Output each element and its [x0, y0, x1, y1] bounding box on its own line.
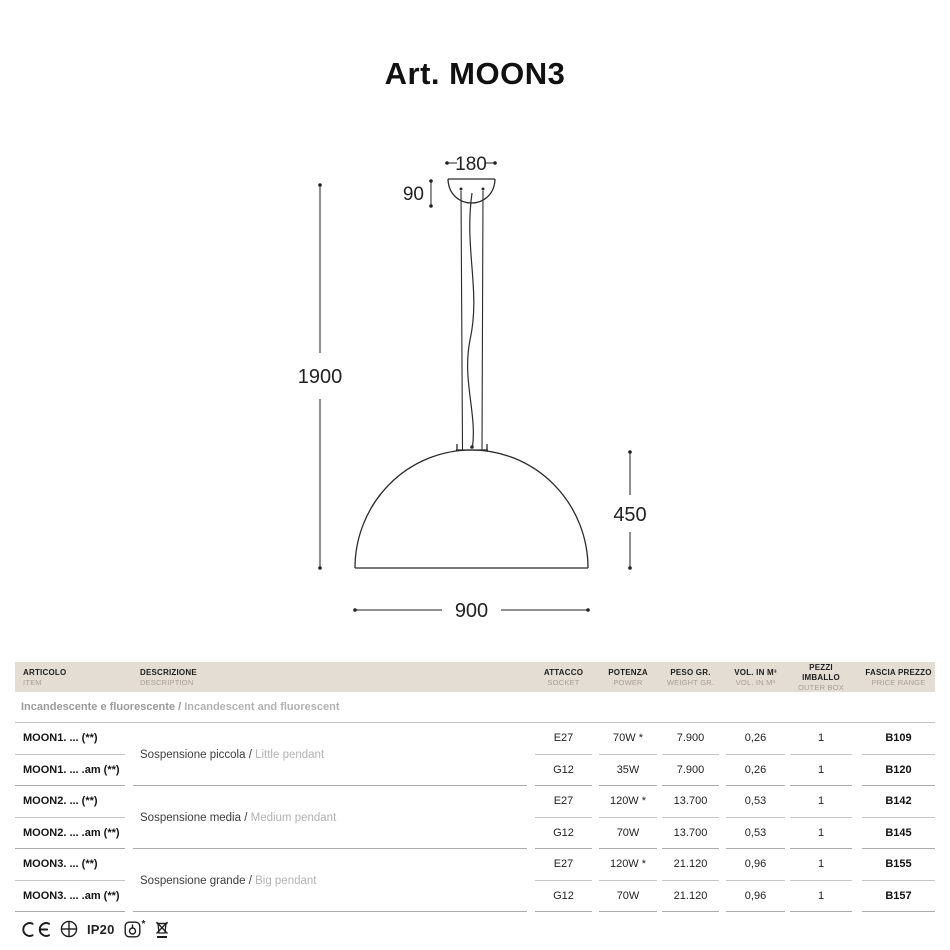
ip-rating-label: IP20 [87, 921, 115, 937]
volume-value: 0,53 [744, 826, 767, 839]
table-row: MOON1. ... .am (**) G12 35W 7.900 0,26 1… [15, 755, 935, 786]
class-earth-icon [60, 920, 78, 938]
table-row: MOON3. ... .am (**) G12 70W 21.120 0,96 … [15, 881, 935, 912]
header-attacco: ATTACCO SOCKET [543, 667, 584, 687]
table-group-moon1: MOON1. ... (**) E27 70W * 7.900 0,26 1 B… [15, 723, 935, 786]
dome-shade [354, 449, 589, 569]
price-range-value: B155 [885, 858, 912, 871]
spec-table: ARTICOLO ITEM DESCRIZIONE DESCRIPTION AT… [15, 662, 935, 912]
pendant-lamp-diagram: 180 90 [298, 154, 647, 622]
pieces-value: 1 [817, 889, 825, 902]
power-value: 35W [616, 763, 640, 776]
technical-drawing: 180 90 [280, 135, 680, 635]
socket-value: E27 [553, 732, 574, 745]
socket-value: G12 [553, 763, 574, 776]
weight-value: 7.900 [676, 763, 705, 776]
pieces-value: 1 [817, 763, 825, 776]
dim-suspension-length [318, 183, 322, 570]
weight-value: 7.900 [676, 732, 705, 745]
article-code: MOON2. ... (**) [23, 795, 98, 808]
article-code: MOON3. ... (**) [23, 858, 98, 871]
dim-label-180: 180 [455, 154, 487, 175]
header-potenza: POTENZA POWER [608, 667, 648, 687]
pieces-value: 1 [817, 795, 825, 808]
socket-value: E27 [553, 795, 574, 808]
power-value: 70W [616, 826, 640, 839]
pieces-value: 1 [817, 826, 825, 839]
table-row: MOON2. ... .am (**) G12 70W 13.700 0,53 … [15, 818, 935, 849]
power-value: 120W * [609, 858, 647, 871]
header-pezzi: PEZZI IMBALLO OUTER BOX [798, 662, 844, 692]
suspension-wires [460, 190, 484, 451]
power-value: 120W * [609, 795, 647, 808]
price-range-value: B109 [885, 732, 912, 745]
pieces-value: 1 [817, 732, 825, 745]
price-range-value: B120 [885, 763, 912, 776]
price-range-value: B157 [885, 889, 912, 902]
weight-value: 21.120 [673, 858, 708, 871]
article-code: MOON1. ... (**) [23, 732, 98, 745]
volume-value: 0,53 [744, 795, 767, 808]
power-value: 70W [616, 889, 640, 902]
socket-value: E27 [553, 858, 574, 871]
weight-value: 21.120 [673, 889, 708, 902]
dim-label-90: 90 [403, 184, 424, 205]
price-range-value: B142 [885, 795, 912, 808]
shade-fitting [456, 444, 488, 451]
dim-shade-width [353, 608, 590, 612]
volume-value: 0,26 [744, 732, 767, 745]
self-shielded-lamp-icon: * [124, 918, 146, 938]
volume-value: 0,96 [744, 858, 767, 871]
header-volume: VOL. IN M³ VOL. IN M³ [734, 667, 777, 687]
section-header: Incandescente e fluorescente / Incandesc… [15, 692, 935, 723]
ce-mark-icon [22, 921, 51, 937]
price-range-value: B145 [885, 826, 912, 839]
table-row: MOON1. ... (**) E27 70W * 7.900 0,26 1 B… [15, 723, 935, 755]
dim-shade-height [628, 450, 632, 570]
header-articolo: ARTICOLO ITEM [23, 667, 67, 687]
table-group-moon2: MOON2. ... (**) E27 120W * 13.700 0,53 1… [15, 786, 935, 849]
table-group-moon3: MOON3. ... (**) E27 120W * 21.120 0,96 1… [15, 849, 935, 912]
page-title: Art. MOON3 [384, 56, 566, 91]
power-cord [467, 192, 475, 448]
dim-canopy-width [445, 161, 497, 165]
weight-value: 13.700 [673, 826, 708, 839]
dim-canopy-height [429, 179, 433, 208]
article-code: MOON3. ... .am (**) [23, 889, 120, 902]
table-header: ARTICOLO ITEM DESCRIZIONE DESCRIPTION AT… [15, 662, 935, 692]
header-fascia: FASCIA PREZZO PRICE RANGE [865, 667, 932, 687]
header-descrizione: DESCRIZIONE DESCRIPTION [140, 667, 197, 687]
ceiling-canopy [447, 178, 496, 204]
dim-label-900: 900 [455, 600, 488, 622]
table-row: MOON2. ... (**) E27 120W * 13.700 0,53 1… [15, 786, 935, 818]
dim-label-1900: 1900 [298, 366, 343, 388]
table-row: MOON3. ... (**) E27 120W * 21.120 0,96 1… [15, 849, 935, 881]
article-code: MOON2. ... .am (**) [23, 826, 120, 839]
power-value: 70W * [613, 732, 643, 745]
pieces-value: 1 [817, 858, 825, 871]
dim-label-450: 450 [613, 504, 646, 526]
weee-crossed-bin-icon [156, 921, 169, 938]
volume-value: 0,26 [744, 763, 767, 776]
header-peso: PESO GR. WEIGHT GR. [666, 667, 715, 687]
certification-icons: IP20 * [18, 915, 170, 943]
socket-value: G12 [553, 889, 574, 902]
volume-value: 0,96 [744, 889, 767, 902]
weight-value: 13.700 [673, 795, 708, 808]
article-code: MOON1. ... .am (**) [23, 763, 120, 776]
lamp-note: * [141, 918, 146, 930]
socket-value: G12 [553, 826, 574, 839]
